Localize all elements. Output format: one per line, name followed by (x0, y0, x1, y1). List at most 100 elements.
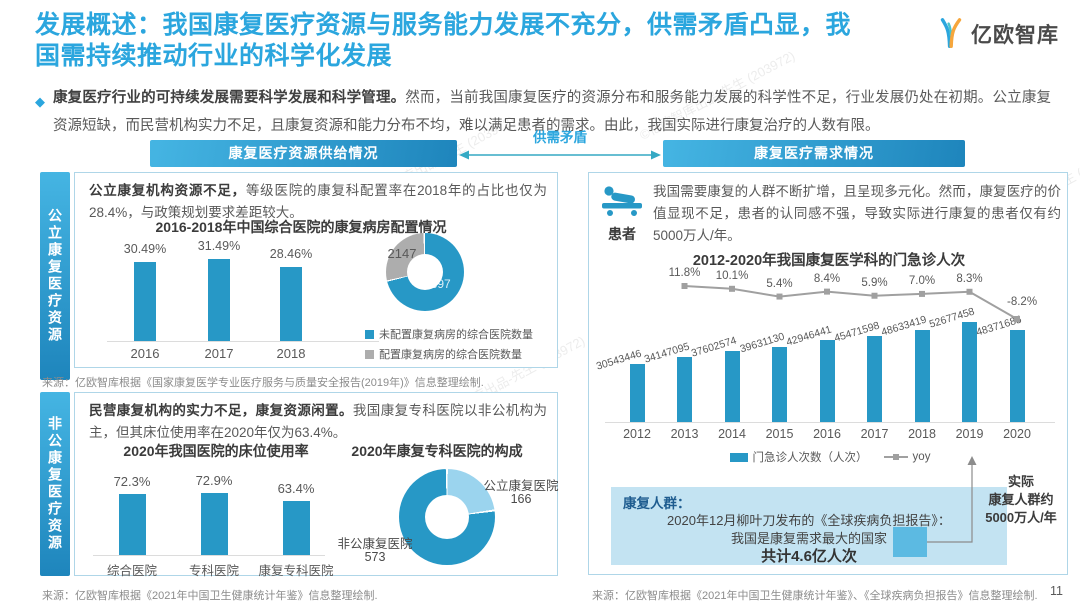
sidebar-public-rehab-resources: 公立康复医疗资源 (40, 172, 70, 380)
bar-swatch-icon (729, 453, 748, 463)
callout-accent-square (893, 527, 927, 557)
desc-bold: 民营康复机构的实力不足，康复资源闲置。 (89, 403, 353, 418)
visits-legend: 门急诊人次数（人次） yoy (599, 449, 1061, 465)
rehab-outpatient-emergency-visits-bar (962, 322, 977, 422)
rehab-outpatient-emergency-visits-bar (867, 335, 882, 422)
bed-usage-rate-2020-value-label: 72.9% (195, 473, 233, 489)
private-rehab-panel: 民营康复机构的实力不足，康复资源闲置。我国康复专科医院以非公机构为主，但其床位使… (74, 392, 559, 578)
rehab-outpatient-emergency-visits-category-label: 2018 (908, 427, 936, 441)
donut-hole (425, 495, 469, 539)
bed-usage-rate-2020-value-label: 63.4% (277, 481, 315, 497)
ward-config-legend: 未配置康复病房的综合医院数量 配置康复病房的综合医院数量 (365, 326, 533, 366)
rehab-outpatient-emergency-visits-category-label: 2020 (1003, 427, 1031, 441)
visits-combo-chart: 30543446 2012 34147095 2013 37602574 2014 3963… (595, 267, 1061, 447)
annotation-line: 实际 (1007, 474, 1034, 489)
rehab-outpatient-emergency-visits-category-label: 2014 (718, 427, 746, 441)
legend-label: 未配置康复病房的综合医院数量 (379, 329, 533, 341)
rehab-outpatient-emergency-visits-yoy-label: 7.0% (908, 274, 936, 287)
brand-logo: 亿欧智库 (934, 16, 1059, 52)
rehab-outpatient-emergency-visits-category-label: 2015 (765, 427, 794, 441)
demand-header-bar: 康复医疗需求情况 (663, 140, 965, 167)
legend-bar-item: 门急诊人次数（人次） (729, 449, 868, 465)
desc-rest: 我国康复专科医院以非公机构为主，但其床位使用率在2020年仅为63.4%。 (89, 403, 547, 440)
rehab-outpatient-emergency-visits-category-label: 2012 (623, 427, 651, 441)
callout-line-1: 2020年12月柳叶刀发布的《全球疾病负担报告》： (667, 513, 951, 528)
annotation-line: 5000万人/年 (985, 509, 1057, 525)
legend-swatch-icon (365, 329, 374, 339)
rehab-ward-config-rate-axis (107, 341, 379, 342)
rehab-outpatient-emergency-visits-yoy-label: 8.4% (813, 272, 841, 285)
brand-name: 亿欧智库 (971, 24, 1059, 47)
legend-item: 未配置康复病房的综合医院数量 (365, 326, 533, 342)
rehab-outpatient-emergency-visits-bar (1009, 330, 1025, 422)
patient-label: 患者 (608, 226, 636, 242)
legend-label: 配置康复病房的综合医院数量 (379, 349, 522, 361)
hospital-mix-donut-chart (399, 469, 495, 565)
yiou-logo-icon (940, 18, 962, 48)
legend-swatch-icon (365, 349, 374, 359)
rehab-outpatient-emergency-visits-category-label: 2019 (955, 427, 984, 441)
public-source-note: 来源：亿欧智库根据《国家康复医学专业医疗服务与质量安全报告(2019年)》信息整… (42, 377, 484, 389)
bed-usage-rate-2020-category-label: 综合医院 (106, 564, 157, 578)
rehab-outpatient-emergency-visits-category-label: 2017 (860, 427, 889, 441)
bed-usage-rate-2020-bar (200, 493, 228, 555)
rehab-ward-config-rate-category-label: 2016 (130, 346, 160, 361)
desc-bold: 公立康复机构资源不足， (89, 183, 246, 198)
patient-block: 患者 (597, 181, 647, 244)
rehab-ward-config-rate-value-label: 28.46% (269, 247, 313, 261)
rehab-outpatient-emergency-visits-bar (724, 350, 740, 422)
diamond-bullet-icon: ◆ (35, 94, 45, 109)
private-source-note: 来源：亿欧智库根据《2021年中国卫生健康统计年鉴》信息整理绘制. (42, 590, 378, 602)
demand-description: 我国需要康复的人群不断扩增，且呈现多元化。然而，康复医疗的价值显现不足，患者的认… (653, 184, 1061, 243)
intro-paragraph: ◆ 康复医疗行业的可持续发展需要科学发展和科学管理。然而，当前我国康复医疗的资源… (35, 84, 1051, 141)
callout-line-3: 共计4.6亿人次 (761, 548, 857, 566)
bed-usage-rate-2020-bar (282, 501, 310, 555)
rehab-ward-config-rate-value-label: 30.49% (123, 241, 167, 256)
rehab-outpatient-emergency-visits-axis (605, 422, 1055, 423)
bed-usage-bar-chart: 72.3% 综合医院 72.9% 专科医院 63.4% 康复专科医院 (87, 457, 397, 578)
bed-usage-rate-2020-category-label: 康复专科医院 (258, 564, 334, 578)
actual-rehab-population-note: 实际 康复人群约 5000万人/年 (977, 473, 1065, 527)
bed-usage-chart-title: 2020年我国医院的床位使用率 (123, 443, 309, 459)
demand-source-note: 来源：亿欧智库根据《2021年中国卫生健康统计年鉴》、《全球疾病负担报告》信息整… (592, 590, 1038, 602)
rehab-ward-config-rate-category-label: 2017 (204, 346, 234, 361)
bed-usage-rate-2020-value-label: 72.3% (113, 473, 151, 489)
annotation-line: 康复人群约 (988, 491, 1054, 507)
legend-line-label: yoy (912, 451, 931, 463)
rehab-outpatient-emergency-visits-yoy-label: 10.1% (715, 269, 749, 282)
hospital-mix-chart-title: 2020年康复专科医院的构成 (351, 443, 523, 459)
line-marker-icon (883, 453, 908, 460)
rehab-population-callout: 康复人群： 2020年12月柳叶刀发布的《全球疾病负担报告》： 我国是康复需求最… (611, 487, 1007, 565)
rehab-outpatient-emergency-visits-yoy-label: 11.8% (668, 267, 701, 279)
sidebar-private-rehab-resources: 非公康复医疗资源 (40, 392, 70, 576)
rehab-ward-config-rate-category-label: 2018 (276, 346, 306, 361)
supply-header-bar: 康复医疗资源供给情况 (150, 140, 457, 167)
desc-rest: 等级医院的康复科配置率在2018年的占比也仅为28.4%，与政策规划要求差距较大… (89, 183, 547, 220)
sidebar-label: 非公康复医疗资源 (47, 416, 63, 552)
page-title: 发展概述：我国康复医疗资源与服务能力发展不充分，供需矛盾凸显，我国需持续推动行业… (35, 11, 852, 70)
rehab-outpatient-emergency-visits-category-label: 2013 (670, 427, 699, 441)
double-arrow-icon (459, 150, 661, 160)
slice-label-public: 公立康复医院 (483, 479, 559, 493)
ward-config-bar-chart: 30.49% 2016 31.49% 2017 28.46% 2018 (93, 235, 393, 365)
donut-gray-value: 2147 (387, 246, 417, 261)
ward-config-chart-title: 2016-2018年中国综合医院的康复病房配置情况 (155, 219, 447, 235)
sidebar-label: 公立康复医疗资源 (47, 208, 63, 344)
rehab-outpatient-emergency-visits-bar (819, 340, 835, 422)
public-rehab-description: 公立康复机构资源不足，等级医院的康复科配置率在2018年的占比也仅为28.4%，… (89, 180, 547, 224)
rehab-outpatient-emergency-visits-yoy-label: 5.9% (861, 276, 888, 289)
rehab-outpatient-emergency-visits-bar (772, 346, 787, 422)
rehab-outpatient-emergency-visits-bar (629, 364, 645, 422)
rehab-ward-config-rate-bar (280, 267, 302, 341)
bed-usage-rate-2020-category-label: 专科医院 (188, 564, 239, 578)
rehab-outpatient-emergency-visits-yoy-label: 5.4% (766, 277, 793, 290)
rehab-outpatient-emergency-visits-category-label: 2016 (813, 427, 841, 441)
donut-blue-value: 5397 (424, 277, 451, 291)
rehab-ward-config-rate-bar (134, 261, 156, 341)
public-rehab-panel: 公立康复机构资源不足，等级医院的康复科配置率在2018年的占比也仅为28.4%，… (74, 172, 558, 368)
supply-demand-conflict-label: 供需矛盾 (533, 130, 587, 145)
legend-line-item: yoy (883, 451, 931, 463)
demand-panel: 患者 我国需要康复的人群不断扩增，且呈现多元化。然而，康复医疗的价值显现不足，患… (588, 172, 1068, 575)
bed-usage-rate-2020-bar (118, 493, 146, 555)
